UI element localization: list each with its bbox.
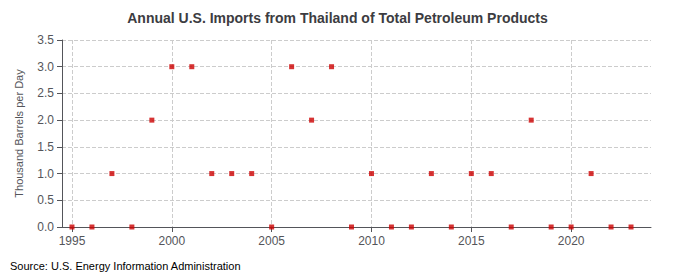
svg-text:2.0: 2.0 bbox=[37, 113, 54, 127]
svg-text:2.5: 2.5 bbox=[37, 86, 54, 100]
svg-text:2020: 2020 bbox=[558, 234, 585, 248]
svg-text:Source: U.S. Energy Informatio: Source: U.S. Energy Information Administ… bbox=[10, 260, 241, 272]
svg-text:2010: 2010 bbox=[358, 234, 385, 248]
svg-text:2000: 2000 bbox=[158, 234, 185, 248]
svg-text:0.5: 0.5 bbox=[37, 193, 54, 207]
svg-text:3.5: 3.5 bbox=[37, 33, 54, 47]
svg-text:3.0: 3.0 bbox=[37, 60, 54, 74]
svg-text:1995: 1995 bbox=[59, 234, 86, 248]
svg-text:1.0: 1.0 bbox=[37, 167, 54, 181]
svg-text:Annual U.S. Imports from Thail: Annual U.S. Imports from Thailand of Tot… bbox=[127, 10, 548, 26]
svg-text:Thousand Barrels per Day: Thousand Barrels per Day bbox=[13, 69, 25, 198]
svg-text:1.5: 1.5 bbox=[37, 140, 54, 154]
svg-text:2005: 2005 bbox=[258, 234, 285, 248]
svg-text:2015: 2015 bbox=[458, 234, 485, 248]
svg-text:0.0: 0.0 bbox=[37, 220, 54, 234]
